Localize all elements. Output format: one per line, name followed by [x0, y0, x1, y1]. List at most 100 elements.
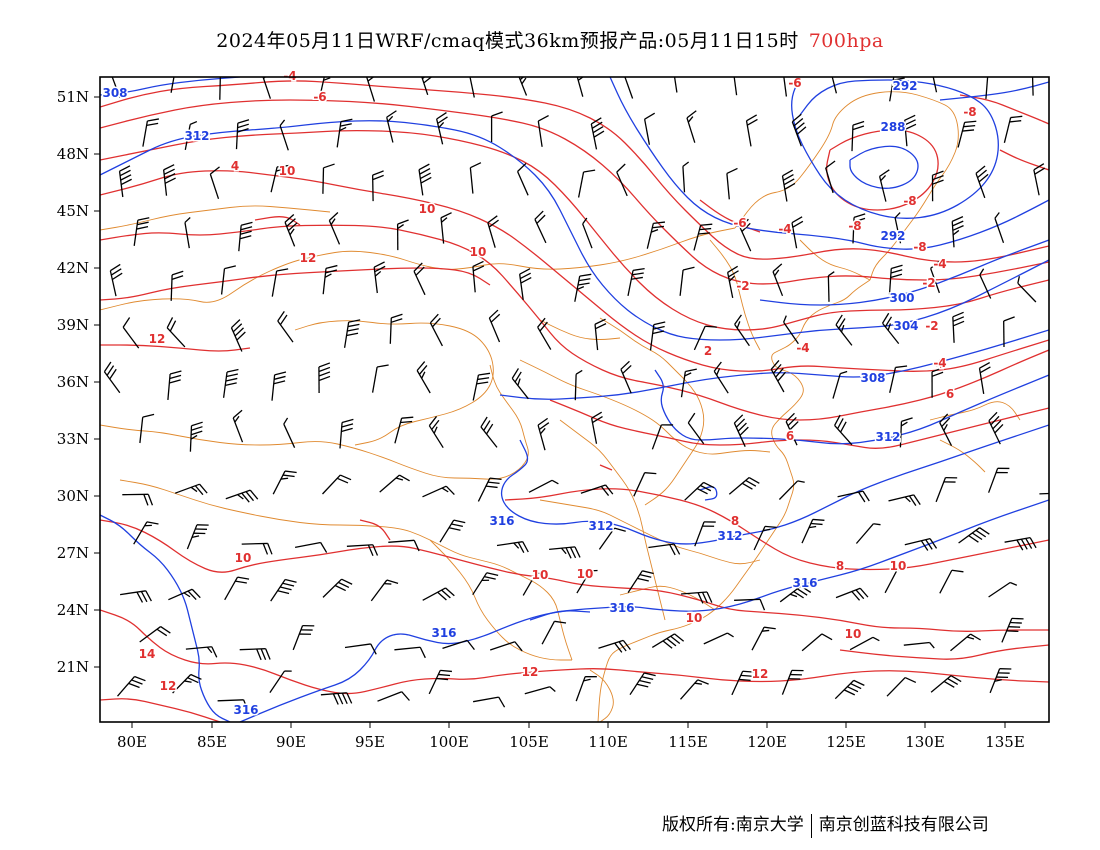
wind-barb [344, 643, 377, 655]
wind-barb [627, 267, 645, 297]
lat-tick-label: 24N [57, 601, 89, 619]
lat-tick-label: 39N [57, 316, 89, 334]
wind-barb [184, 120, 198, 151]
wind-barb [886, 676, 917, 697]
wind-barb [899, 417, 913, 448]
wind-barb [436, 112, 448, 145]
wind-barb [489, 641, 523, 652]
wind-barb [217, 699, 249, 711]
lat-tick-label: 42N [57, 259, 89, 277]
wind-barb [781, 169, 796, 202]
lat-tick-label: 45N [57, 202, 89, 220]
wind-barb [1039, 492, 1049, 495]
wind-barb [878, 169, 890, 202]
wind-barb [889, 77, 905, 102]
wind-barb [519, 268, 532, 300]
height-contour-line [939, 81, 1049, 101]
wind-barb [733, 414, 749, 447]
wind-barb [825, 160, 836, 194]
isotherm-label: -4 [283, 69, 296, 83]
footer-separator [810, 813, 812, 838]
wind-barb [852, 213, 866, 244]
height-contour-label: 300 [889, 291, 914, 305]
wind-barb [219, 77, 222, 100]
wind-barb [139, 413, 155, 444]
wind-barb [371, 170, 384, 202]
wind-barb [416, 361, 431, 394]
wind-barb [772, 263, 784, 297]
wind-barb [745, 114, 758, 147]
height-contour-line [654, 369, 1049, 445]
height-contour-line [499, 329, 1049, 400]
wind-barb [418, 163, 432, 196]
wind-barb [575, 77, 589, 97]
wind-barb [394, 646, 426, 659]
wind-barb [930, 675, 962, 693]
wind-barb [528, 479, 559, 493]
wind-barb [209, 166, 220, 200]
boundary-line [539, 319, 621, 340]
wind-barb [396, 219, 409, 251]
height-contour-label: 292 [892, 79, 917, 93]
height-contour-label: 316 [431, 626, 456, 640]
isotherm-label: 10 [686, 611, 703, 625]
isotherm-label: 8 [786, 429, 794, 443]
boundary-line [539, 499, 761, 565]
wind-barb [270, 578, 297, 602]
wind-barb [269, 670, 292, 693]
wind-barb [469, 162, 482, 194]
wind-barb [952, 311, 965, 343]
wind-barb [343, 319, 361, 348]
lon-tick-label: 135E [985, 733, 1025, 751]
wind-barb [686, 110, 697, 143]
wind-barb [726, 167, 738, 200]
height-contour-line [529, 610, 591, 621]
wind-barb [633, 472, 657, 497]
wind-barb [522, 572, 548, 596]
isotherm-label: -4 [933, 257, 946, 271]
isotherm-label: -6 [788, 76, 801, 90]
wind-barb [284, 213, 298, 247]
wind-barb [648, 543, 681, 556]
wind-barb [753, 525, 777, 551]
isotherm-label: -8 [913, 240, 926, 254]
lon-tick-label: 115E [668, 733, 708, 751]
boundary-line [734, 91, 959, 281]
wind-barb [524, 686, 556, 695]
copyright-footer: 版权所有:南京大学 南京创蓝科技有限公司 [662, 810, 989, 838]
wind-barb-layer [103, 77, 1049, 711]
wind-barb [832, 370, 848, 399]
wind-barb [577, 169, 596, 198]
wind-barb [541, 620, 567, 645]
wind-barb [241, 542, 273, 555]
wind-barb [620, 360, 632, 394]
wind-barb [785, 412, 799, 446]
isotherm-label: 10 [470, 245, 487, 259]
wind-barb [590, 117, 605, 150]
wind-barb [791, 113, 807, 147]
height-contour-line [609, 77, 1049, 250]
isotherm-line [100, 609, 1049, 695]
wind-barb [598, 527, 626, 550]
lat-tick-label: 51N [57, 88, 89, 106]
isotherm-line [100, 519, 1049, 632]
wind-barb [428, 416, 444, 449]
wind-barb [336, 118, 353, 148]
wind-barb [930, 260, 941, 294]
isotherm-label: 6 [786, 429, 794, 443]
height-contour-line [100, 77, 241, 96]
wind-barb [680, 679, 709, 700]
wind-barb [734, 598, 766, 611]
wind-barb [739, 218, 752, 252]
boundary-line [119, 479, 573, 661]
wind-barb [888, 494, 921, 507]
wind-barb [779, 585, 812, 603]
wind-barb [849, 636, 880, 651]
wind-barb [903, 114, 917, 147]
boundary-line [100, 364, 529, 480]
isotherm-label: -4 [796, 341, 809, 355]
isotherm-line [100, 80, 1049, 263]
wind-barb [277, 310, 294, 343]
wind-barb [422, 485, 455, 498]
height-contour-line [699, 486, 718, 501]
